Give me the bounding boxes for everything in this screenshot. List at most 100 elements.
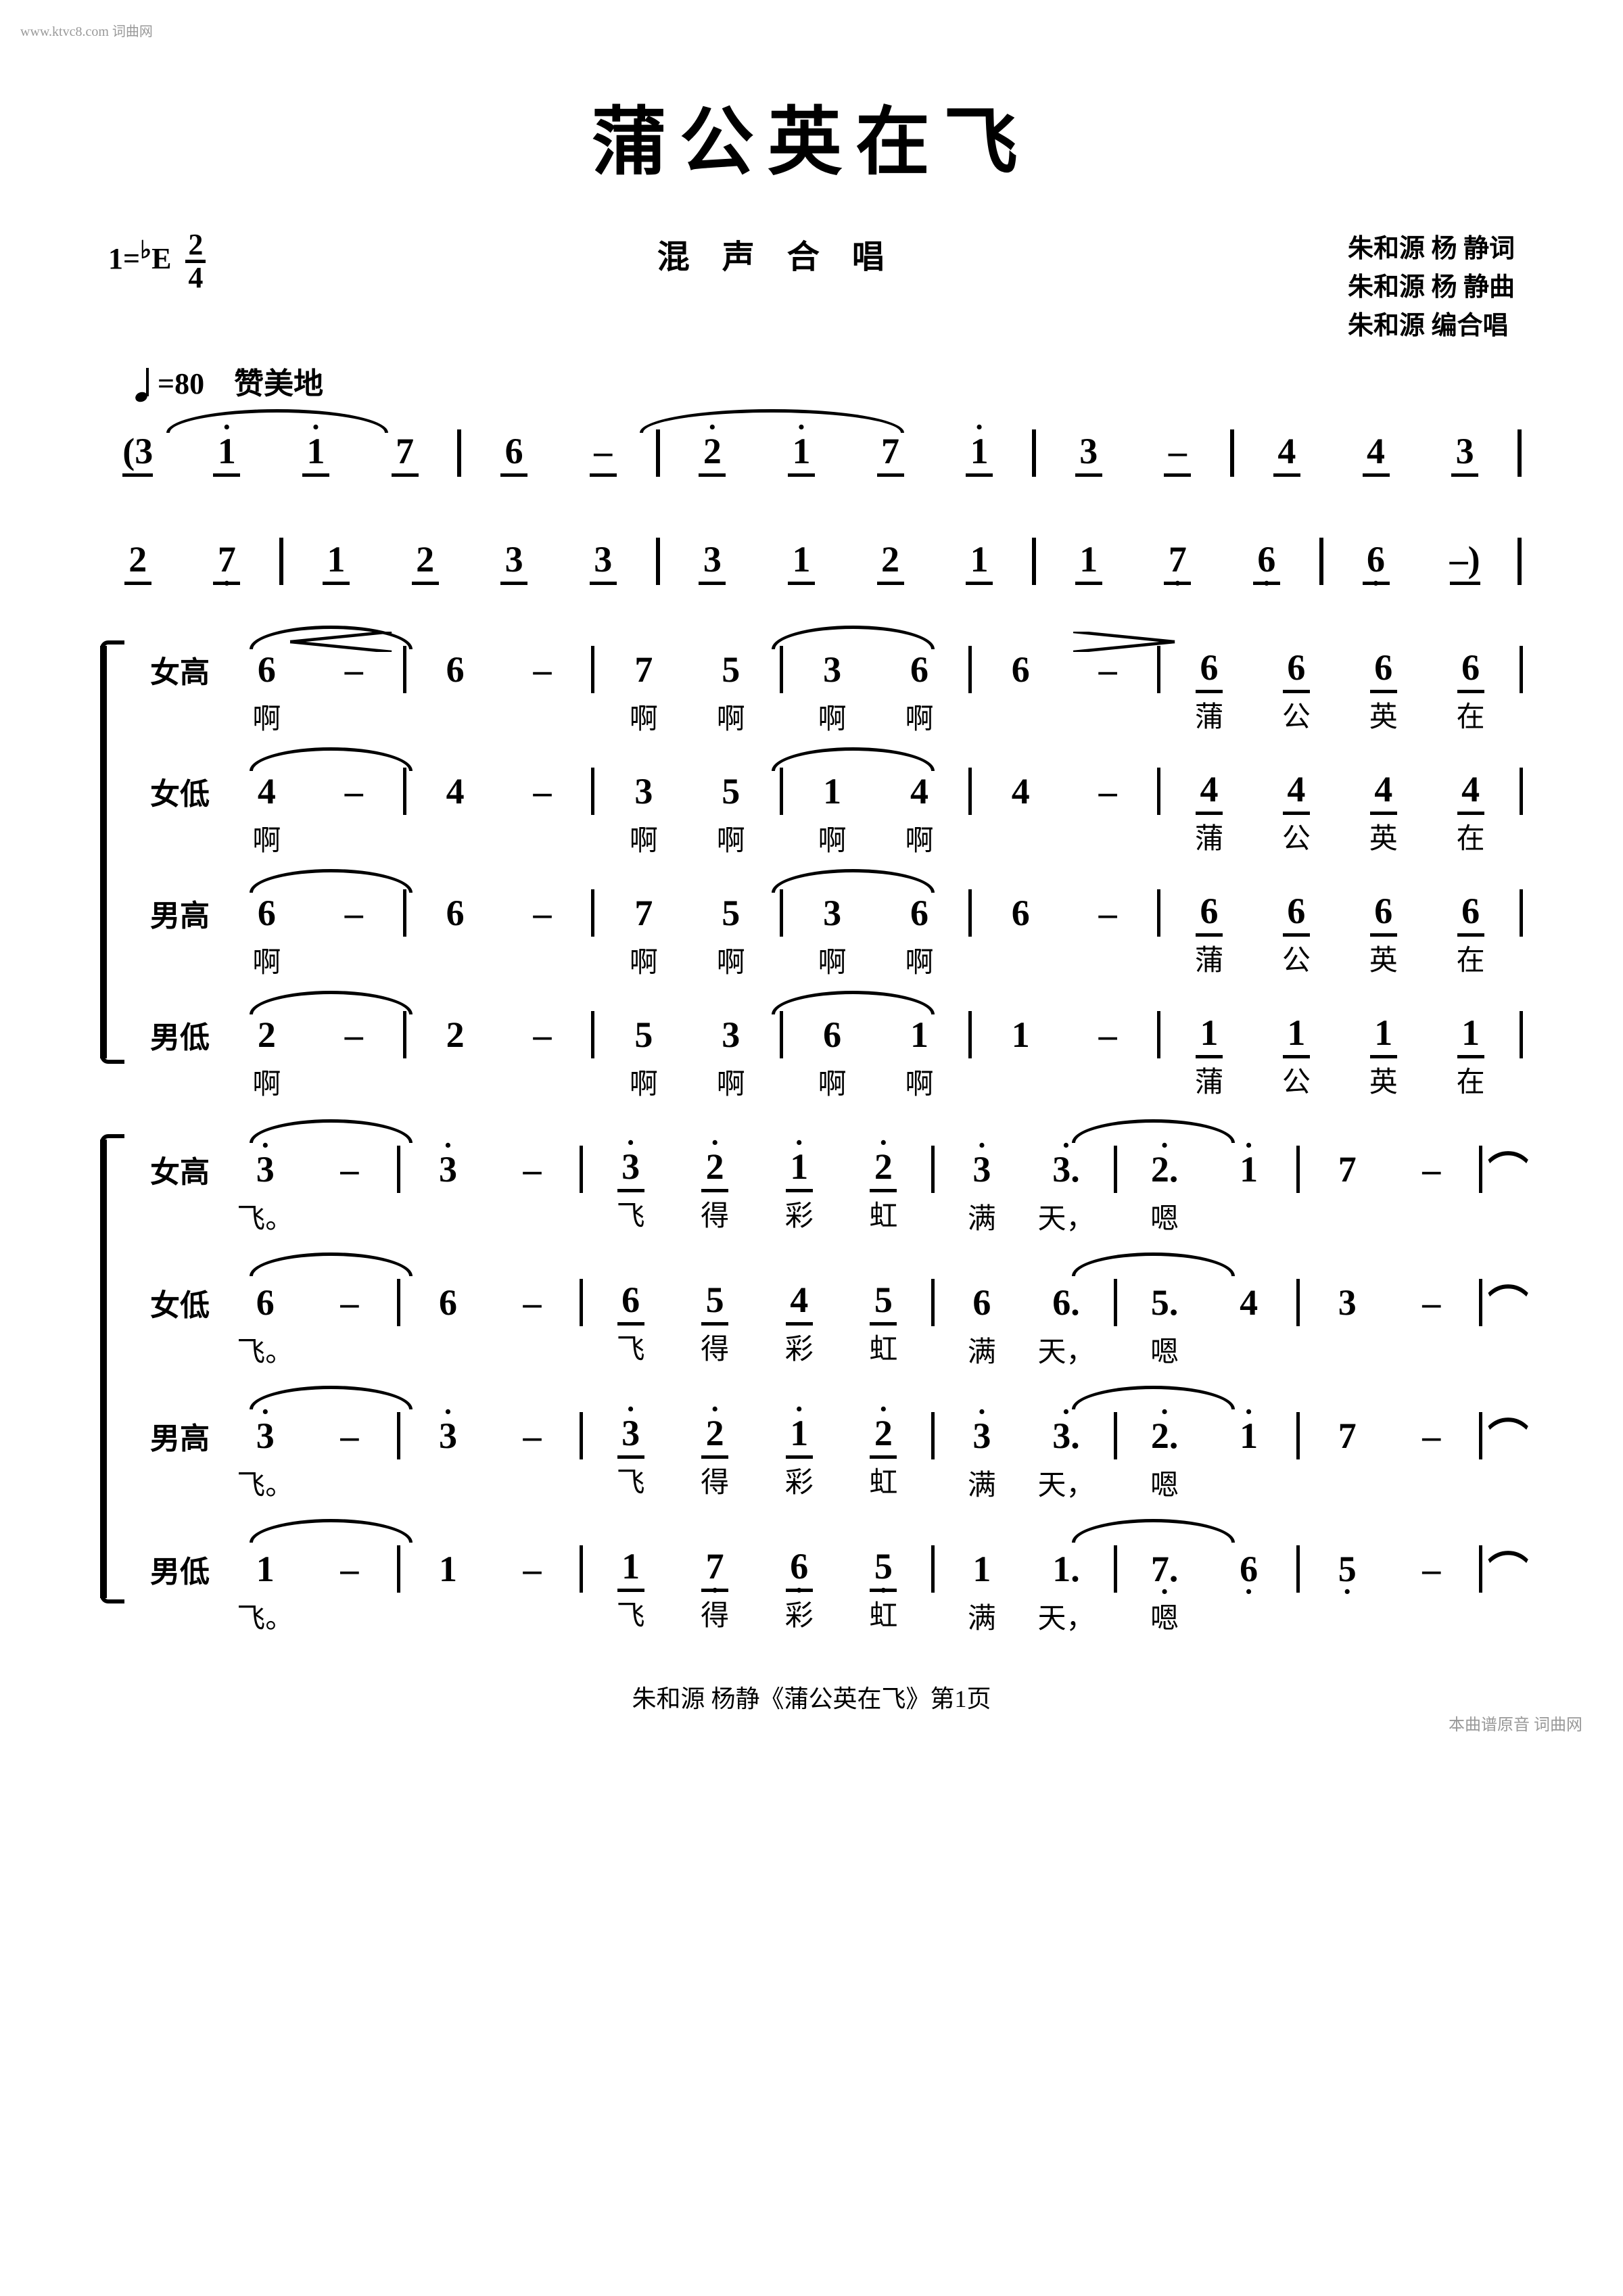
barline bbox=[591, 768, 594, 815]
lyric: 啊 bbox=[876, 1061, 963, 1102]
note-cell: 6啊 bbox=[223, 892, 310, 934]
note-cell: 3 bbox=[406, 1415, 490, 1457]
note-cell: 3飞 bbox=[588, 1146, 673, 1192]
part-row: 男高3飞。–3–3飞2得1彩2虹3满3.天，2.嗯17–⌒ bbox=[128, 1406, 1528, 1465]
note-cell: 6 bbox=[412, 892, 499, 934]
note-cell: – bbox=[499, 649, 586, 690]
note-cell: – bbox=[310, 1014, 398, 1056]
note-cell: 2虹 bbox=[841, 1412, 926, 1459]
barline bbox=[397, 1412, 400, 1459]
note-cell: – bbox=[1064, 770, 1152, 812]
barline bbox=[1296, 1279, 1300, 1326]
note-cell: 1.天， bbox=[1024, 1548, 1108, 1590]
lyric: 啊 bbox=[687, 818, 774, 859]
note-cell: 6公 bbox=[1252, 890, 1340, 937]
barline bbox=[591, 1011, 594, 1058]
note-cell: 6满 bbox=[940, 1282, 1025, 1323]
lyric: 天， bbox=[1024, 1462, 1108, 1503]
note-cell: 5啊 bbox=[600, 1014, 687, 1056]
note-cell: 5虹 bbox=[841, 1279, 926, 1326]
note-cell: 7.嗯 bbox=[1123, 1548, 1207, 1590]
lyric: 满 bbox=[940, 1462, 1025, 1503]
note-cell: – bbox=[499, 892, 586, 934]
key-signature: 1=♭E 2 4 bbox=[108, 230, 206, 293]
barline bbox=[780, 1011, 783, 1058]
lyric: 啊 bbox=[876, 818, 963, 859]
barline bbox=[931, 1545, 935, 1593]
lyric: 虹 bbox=[841, 1193, 926, 1234]
note-cell: 2 bbox=[669, 430, 756, 477]
note-cell: 6 bbox=[977, 892, 1064, 934]
lyric: 公 bbox=[1252, 1059, 1340, 1100]
lyric: 啊 bbox=[223, 818, 310, 859]
note-cell: – bbox=[310, 892, 398, 934]
part-music: 3飞。–3–3飞2得1彩2虹3满3.天，2.嗯17–⌒ bbox=[223, 1406, 1528, 1465]
part-music: 6啊–6–7啊5啊3啊6啊6–6蒲6公6英6在 bbox=[223, 646, 1528, 693]
note-cell: 6 bbox=[1333, 538, 1419, 585]
system-1: 女高6啊–6–7啊5啊3啊6啊6–6蒲6公6英6在女低4啊–4–3啊5啊1啊4啊… bbox=[95, 646, 1528, 1058]
lyric: 天， bbox=[1024, 1595, 1108, 1637]
barline bbox=[1479, 1545, 1482, 1593]
note-cell: – bbox=[1064, 649, 1152, 690]
note-cell: 3啊 bbox=[789, 649, 876, 690]
barline bbox=[968, 768, 972, 815]
part-music: 1飞。–1–1飞7得6彩5虹1满1.天，7.嗯65–⌒ bbox=[223, 1539, 1528, 1598]
barline bbox=[580, 1412, 583, 1459]
note-cell: – bbox=[490, 1548, 575, 1590]
lyric: 天， bbox=[1024, 1329, 1108, 1370]
watermark-top-left: www.ktvc8.com 词曲网 bbox=[20, 20, 153, 40]
note-cell: – bbox=[490, 1282, 575, 1323]
note-cell: 6啊 bbox=[789, 1014, 876, 1056]
barline bbox=[580, 1279, 583, 1326]
note-cell: 6蒲 bbox=[1166, 647, 1253, 693]
barline bbox=[1032, 538, 1036, 585]
part-label: 女高 bbox=[128, 648, 223, 691]
note-cell: – bbox=[310, 649, 398, 690]
barline bbox=[403, 646, 406, 693]
lyric: 啊 bbox=[687, 696, 774, 737]
breath-mark: ⌒ bbox=[1488, 1539, 1528, 1598]
note-cell: 1英 bbox=[1340, 1012, 1427, 1058]
system-2: 女高3飞。–3–3飞2得1彩2虹3满3.天，2.嗯17–⌒女低6飞。–6–6飞5… bbox=[95, 1140, 1528, 1598]
note-cell: – bbox=[308, 1148, 392, 1190]
lyric: 飞。 bbox=[223, 1196, 308, 1237]
note-cell: – bbox=[1064, 1014, 1152, 1056]
barline bbox=[1296, 1146, 1300, 1193]
note-cell: 6蒲 bbox=[1166, 890, 1253, 937]
note-cell: 4蒲 bbox=[1166, 768, 1253, 815]
note-cell: 6 bbox=[471, 430, 557, 477]
note-cell: 7啊 bbox=[600, 649, 687, 690]
note-cell: 3 bbox=[406, 1148, 490, 1190]
note-cell: 4 bbox=[1333, 430, 1419, 477]
note-cell: – bbox=[1390, 1548, 1474, 1590]
part-row: 女低4啊–4–3啊5啊1啊4啊4–4蒲4公4英4在 bbox=[128, 768, 1528, 815]
lyric: 飞 bbox=[588, 1593, 673, 1634]
note-cell: 3飞 bbox=[588, 1412, 673, 1459]
part-music: 4啊–4–3啊5啊1啊4啊4–4蒲4公4英4在 bbox=[223, 768, 1528, 815]
part-label: 女高 bbox=[128, 1148, 223, 1191]
breath-mark: ⌒ bbox=[1488, 1273, 1528, 1332]
note-cell: 3满 bbox=[940, 1148, 1025, 1190]
lyric: 公 bbox=[1252, 816, 1340, 857]
lyric: 蒲 bbox=[1166, 816, 1253, 857]
lyric: 英 bbox=[1340, 694, 1427, 735]
note-cell: 1公 bbox=[1252, 1012, 1340, 1058]
note-cell: 4在 bbox=[1427, 768, 1514, 815]
note-cell: 2得 bbox=[673, 1146, 757, 1192]
part-row: 女低6飞。–6–6飞5得4彩5虹6满6.天，5.嗯43–⌒ bbox=[128, 1273, 1528, 1332]
lyric: 蒲 bbox=[1166, 1059, 1253, 1100]
lyric: 彩 bbox=[757, 1326, 841, 1367]
key-text: 1=♭E bbox=[108, 242, 171, 275]
note-cell: 7 bbox=[1305, 1148, 1390, 1190]
barline bbox=[580, 1146, 583, 1193]
note-cell: 1 bbox=[936, 538, 1022, 585]
barline bbox=[656, 538, 660, 585]
barline bbox=[580, 1545, 583, 1593]
part-music: 6飞。–6–6飞5得4彩5虹6满6.天，5.嗯43–⌒ bbox=[223, 1273, 1528, 1332]
lyric: 蒲 bbox=[1166, 937, 1253, 979]
song-title: 蒲公英在飞 bbox=[95, 81, 1528, 189]
note-cell: 4 bbox=[412, 770, 499, 812]
part-row: 女高6啊–6–7啊5啊3啊6啊6–6蒲6公6英6在 bbox=[128, 646, 1528, 693]
parts: 女高6啊–6–7啊5啊3啊6啊6–6蒲6公6英6在女低4啊–4–3啊5啊1啊4啊… bbox=[128, 646, 1528, 1058]
lyric: 得 bbox=[673, 1593, 757, 1634]
